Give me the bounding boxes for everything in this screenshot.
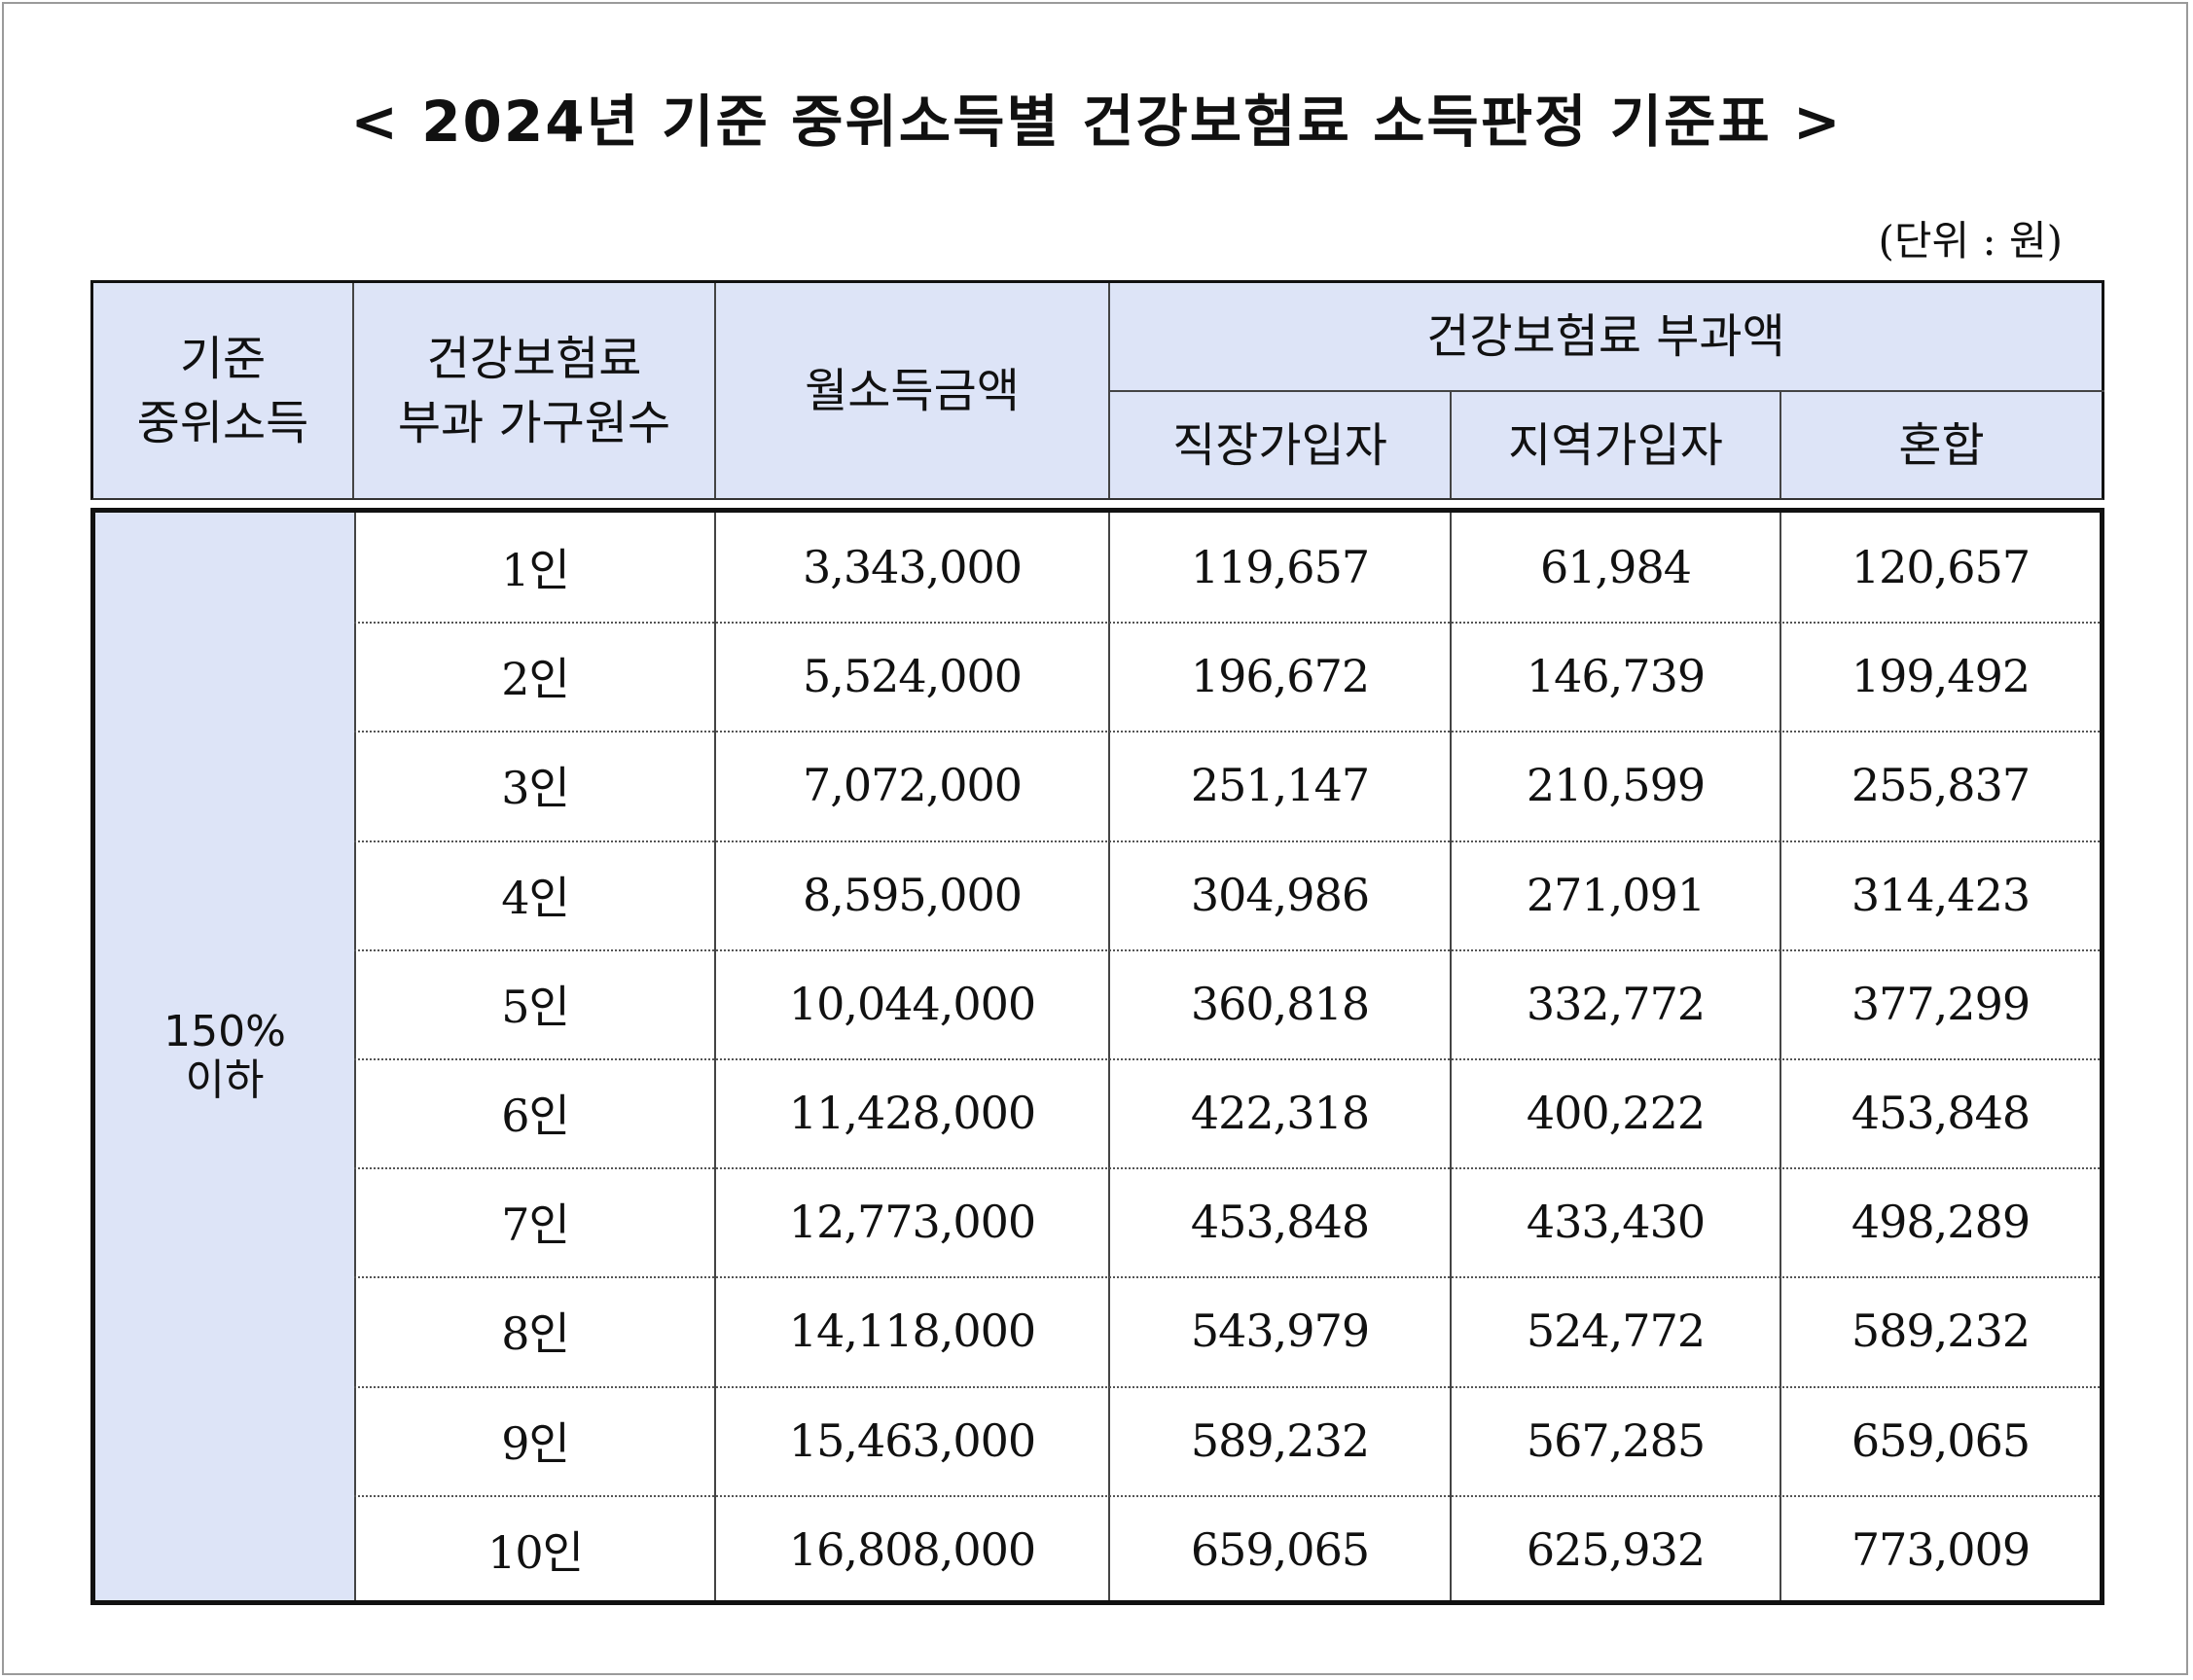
cell-regional: 61,984	[1540, 541, 1692, 593]
table-header: 기준 중위소득 건강보험료 부과 가구원수 월소득금액 건강보험료 부과액 직장…	[90, 280, 2104, 500]
cell-employee: 360,818	[1190, 977, 1370, 1030]
column-divider	[1108, 513, 1110, 1600]
cell-household: 9인	[501, 1416, 570, 1470]
cell-income: 3,343,000	[802, 541, 1023, 593]
cell-mixed: 589,232	[1851, 1305, 2031, 1358]
header-divider	[714, 283, 716, 498]
cell-employee: 659,065	[1190, 1522, 1370, 1576]
cell-mixed: 773,009	[1851, 1522, 2031, 1576]
table-row: 5인 10,044,000 360,818 332,772 377,299	[95, 949, 2100, 1058]
cell-mixed: 377,299	[1851, 977, 2031, 1030]
table-row: 1인 3,343,000 119,657 61,984 120,657	[95, 513, 2100, 622]
group-label-line2: 이하	[185, 1055, 265, 1105]
cell-household: 8인	[501, 1307, 570, 1361]
header-divider	[1450, 390, 1452, 498]
header-mixed: 혼합	[1898, 417, 1985, 473]
cell-household: 10인	[487, 1525, 584, 1579]
table-row: 9인 15,463,000 589,232 567,285 659,065	[95, 1386, 2100, 1495]
cell-income: 15,463,000	[788, 1413, 1036, 1467]
cell-household: 2인	[501, 653, 570, 706]
cell-employee: 543,979	[1190, 1305, 1370, 1358]
cell-employee: 196,672	[1190, 650, 1370, 703]
header-median-income: 기준 중위소득	[93, 283, 352, 498]
cell-income: 8,595,000	[802, 868, 1023, 921]
table-row: 2인 5,524,000 196,672 146,739 199,492	[95, 622, 2100, 731]
table-row: 4인 8,595,000 304,986 271,091 314,423	[95, 840, 2100, 949]
cell-household: 7인	[501, 1198, 570, 1252]
cell-income: 10,044,000	[788, 977, 1036, 1030]
cell-regional: 567,285	[1526, 1413, 1706, 1467]
table-row: 7인 12,773,000 453,848 433,430 498,289	[95, 1167, 2100, 1276]
cell-regional: 433,430	[1526, 1196, 1706, 1249]
cell-mixed: 120,657	[1851, 541, 2031, 593]
header-household-line1: 건강보험료	[426, 331, 642, 386]
cell-mixed: 255,837	[1851, 759, 2031, 812]
row-divider	[354, 948, 2100, 951]
table-row: 3인 7,072,000 251,147 210,599 255,837	[95, 731, 2100, 840]
cell-income: 16,808,000	[788, 1522, 1036, 1576]
cell-household: 6인	[501, 1090, 570, 1142]
cell-employee: 589,232	[1190, 1413, 1370, 1467]
cell-mixed: 453,848	[1851, 1087, 2031, 1139]
header-premium-group: 건강보험료 부과액	[1426, 309, 1785, 364]
cell-mixed: 659,065	[1851, 1413, 2031, 1467]
header-regional: 지역가입자	[1508, 417, 1723, 473]
row-divider	[354, 1058, 2100, 1060]
table-body: 150% 이하 1인 3,343,000 119,657 61,984 120,657 2…	[90, 508, 2104, 1605]
column-divider	[354, 513, 356, 1600]
table-row: 8인 14,118,000 543,979 524,772 589,232	[95, 1276, 2100, 1385]
table-row: 10인 16,808,000 659,065 625,932 773,009	[95, 1495, 2100, 1604]
cell-household: 5인	[501, 980, 570, 1033]
cell-mixed: 199,492	[1851, 650, 2031, 703]
header-employee: 직장가입자	[1172, 417, 1387, 473]
cell-employee: 119,657	[1190, 541, 1370, 593]
group-label-line1: 150%	[163, 1007, 286, 1056]
cell-income: 11,428,000	[788, 1087, 1036, 1139]
cell-employee: 422,318	[1190, 1087, 1370, 1139]
cell-employee: 304,986	[1190, 868, 1370, 921]
page-title: < 2024년 기준 중위소득별 건강보험료 소득판정 기준표 >	[350, 89, 1843, 155]
row-divider	[354, 840, 2100, 842]
cell-mixed: 314,423	[1851, 868, 2031, 921]
header-household: 건강보험료 부과 가구원수	[354, 283, 714, 498]
column-divider	[714, 513, 716, 1600]
cell-regional: 271,091	[1526, 868, 1706, 921]
row-divider	[354, 622, 2100, 625]
row-divider	[354, 1276, 2100, 1279]
cell-employee: 453,848	[1190, 1196, 1370, 1249]
header-divider	[352, 283, 354, 498]
cell-regional: 210,599	[1526, 759, 1706, 812]
row-divider	[354, 1494, 2100, 1497]
cell-regional: 524,772	[1526, 1305, 1706, 1358]
unit-label: (단위 : 원)	[1878, 217, 2063, 265]
header-median-income-line2: 중위소득	[136, 395, 309, 450]
cell-household: 1인	[501, 544, 570, 596]
cell-income: 5,524,000	[802, 650, 1023, 703]
cell-regional: 400,222	[1526, 1087, 1706, 1139]
row-divider	[354, 731, 2100, 733]
header-median-income-line1: 기준	[179, 331, 267, 386]
cell-income: 7,072,000	[802, 759, 1023, 812]
cell-household: 3인	[501, 762, 570, 815]
header-subdivider	[1108, 390, 2104, 392]
cell-employee: 251,147	[1190, 759, 1370, 812]
group-cell-150-percent: 150% 이하	[95, 513, 354, 1600]
cell-household: 4인	[501, 871, 570, 924]
row-divider	[354, 1385, 2100, 1388]
row-divider	[354, 1167, 2100, 1170]
header-divider	[1780, 390, 1781, 498]
cell-regional: 332,772	[1526, 977, 1706, 1030]
column-divider	[1780, 513, 1781, 1600]
header-monthly-income: 월소득금액	[805, 363, 1020, 418]
cell-income: 12,773,000	[788, 1196, 1036, 1249]
cell-regional: 625,932	[1526, 1522, 1706, 1576]
cell-income: 14,118,000	[788, 1305, 1036, 1358]
column-divider	[1450, 513, 1452, 1600]
header-household-line2: 부과 가구원수	[397, 395, 671, 450]
cell-mixed: 498,289	[1851, 1196, 2031, 1249]
table-row: 6인 11,428,000 422,318 400,222 453,848	[95, 1058, 2100, 1167]
cell-regional: 146,739	[1526, 650, 1706, 703]
